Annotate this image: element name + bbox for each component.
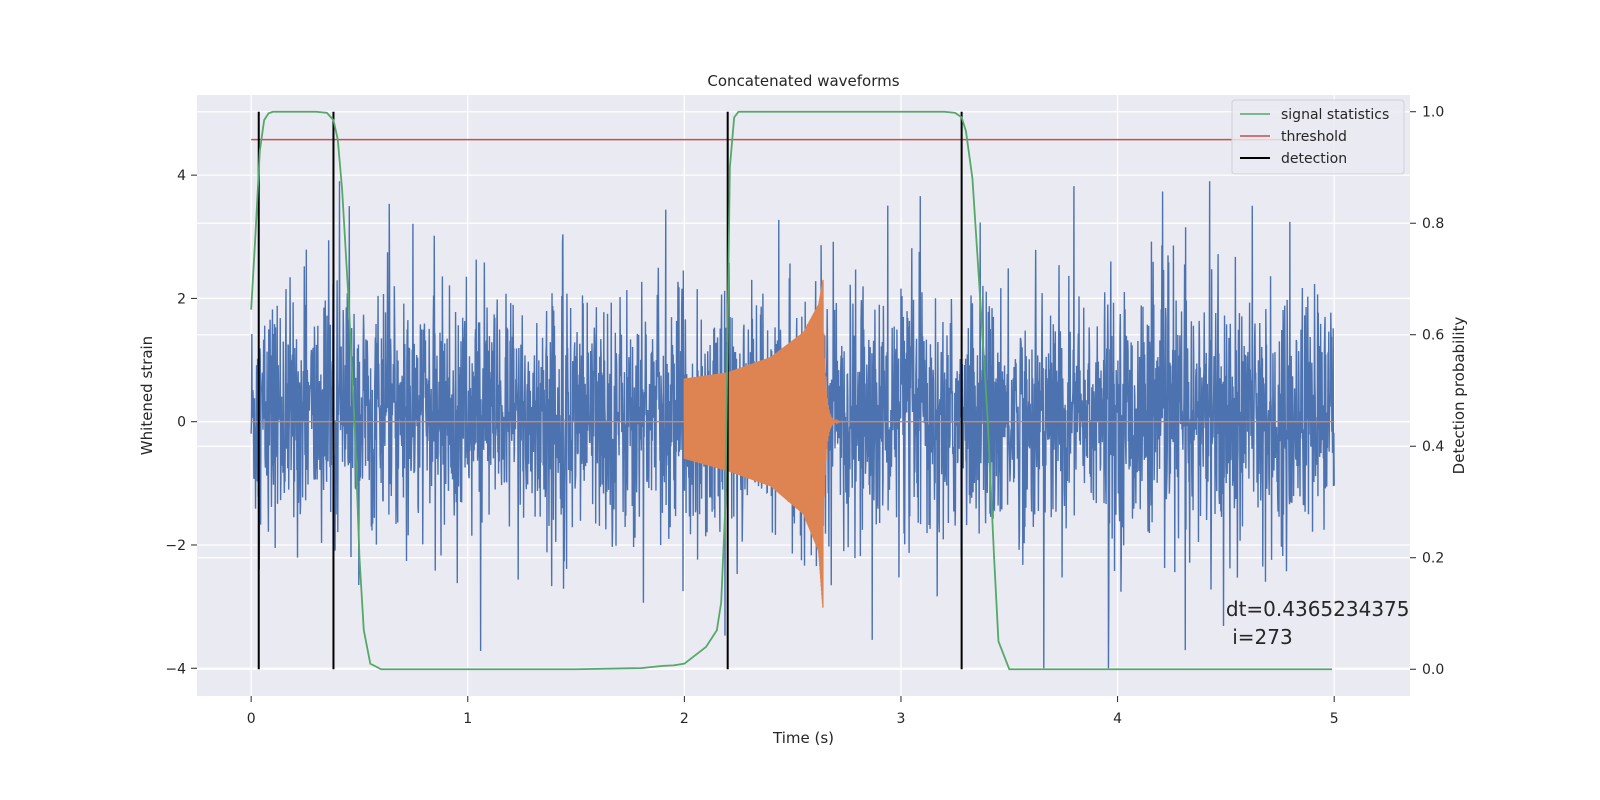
- signal-statistics-series: [250, 110, 1333, 671]
- y2-axis-label: Detection probability: [1450, 317, 1468, 475]
- y-axis-left: −4 −2 0 2 4: [165, 168, 197, 677]
- x-tick-label: 2: [680, 711, 689, 727]
- chirp-series: [251, 279, 1335, 608]
- y-axis-right: 0.0 0.2 0.4 0.6 0.8 1.0: [1410, 105, 1444, 678]
- x-tick-label: 3: [897, 711, 906, 727]
- signal-statistics-line: [250, 110, 1333, 671]
- y2-tick-label: 0.8: [1422, 216, 1444, 232]
- annotation-dt: dt=0.4365234375: [1226, 597, 1410, 621]
- y2-tick-label: 0.4: [1422, 439, 1444, 455]
- x-tick-label: 5: [1330, 711, 1339, 727]
- x-tick-label: 1: [463, 711, 472, 727]
- x-axis: 0 1 2 3 4 5: [247, 696, 1339, 727]
- chirp-trace: [251, 279, 1335, 608]
- y2-tick-label: 0.6: [1422, 328, 1444, 344]
- y-tick-label: −2: [165, 538, 186, 554]
- legend-box: [1231, 99, 1405, 175]
- legend-label-threshold: threshold: [1281, 129, 1347, 145]
- chart-title: Concatenated waveforms: [707, 72, 899, 90]
- y-tick-label: 4: [177, 168, 186, 184]
- y-tick-label: −4: [165, 661, 186, 677]
- legend: signal statistics threshold detection: [1231, 99, 1405, 175]
- y2-tick-label: 0.2: [1422, 551, 1444, 567]
- y-tick-label: 0: [177, 415, 186, 431]
- y2-tick-label: 0.0: [1422, 662, 1444, 678]
- y-tick-label: 2: [177, 291, 186, 307]
- annotation-i: i=273: [1226, 625, 1293, 649]
- x-tick-label: 0: [247, 711, 256, 727]
- detection-series: [257, 111, 963, 670]
- y-axis-label: Whitened strain: [138, 336, 156, 455]
- legend-label-detection: detection: [1281, 151, 1347, 167]
- x-tick-label: 4: [1113, 711, 1122, 727]
- legend-label-signal-statistics: signal statistics: [1281, 107, 1389, 123]
- y2-tick-label: 1.0: [1422, 105, 1444, 121]
- x-axis-label: Time (s): [772, 729, 834, 747]
